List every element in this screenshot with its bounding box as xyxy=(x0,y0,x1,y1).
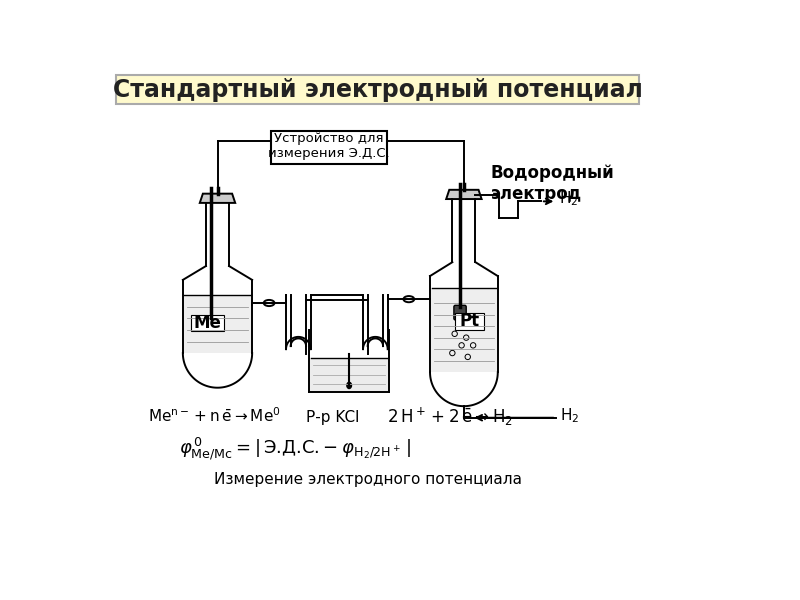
FancyBboxPatch shape xyxy=(116,75,639,104)
FancyBboxPatch shape xyxy=(191,314,224,331)
Ellipse shape xyxy=(347,382,351,388)
Text: Me: Me xyxy=(194,314,222,332)
FancyBboxPatch shape xyxy=(431,287,497,372)
Text: $\mathrm{2\,H^+ + 2\,\bar{e} \rightarrow H_2}$: $\mathrm{2\,H^+ + 2\,\bar{e} \rightarrow… xyxy=(387,406,513,428)
Polygon shape xyxy=(446,190,482,199)
Text: $\varphi^{\,0}_{\mathrm{Me/Mc}} = |\,\text{Э.Д.С.} - \varphi_{\mathrm{H_2/2H^+}}: $\varphi^{\,0}_{\mathrm{Me/Mc}} = |\,\te… xyxy=(179,435,410,461)
FancyBboxPatch shape xyxy=(184,295,251,353)
FancyBboxPatch shape xyxy=(310,358,388,391)
Text: Водородный
электрод: Водородный электрод xyxy=(491,164,614,203)
Text: Р-р KCl: Р-р KCl xyxy=(306,410,359,425)
Text: $\mathrm{H_2}$: $\mathrm{H_2}$ xyxy=(558,190,578,208)
Text: Устройство для
измерения Э.Д.С.: Устройство для измерения Э.Д.С. xyxy=(268,132,390,160)
Text: $\mathrm{H_2}$: $\mathrm{H_2}$ xyxy=(560,406,579,425)
Text: Pt: Pt xyxy=(459,313,479,331)
Polygon shape xyxy=(200,194,235,203)
Text: Измерение электродного потенциала: Измерение электродного потенциала xyxy=(214,472,522,487)
FancyBboxPatch shape xyxy=(454,313,484,330)
Text: $\mathrm{Me^{n-} + n\,\bar{e} \rightarrow Me^0}$: $\mathrm{Me^{n-} + n\,\bar{e} \rightarro… xyxy=(148,407,281,425)
FancyBboxPatch shape xyxy=(205,317,218,328)
FancyBboxPatch shape xyxy=(271,131,387,164)
Text: Стандартный электродный потенциал: Стандартный электродный потенциал xyxy=(113,78,642,102)
FancyBboxPatch shape xyxy=(454,305,466,320)
